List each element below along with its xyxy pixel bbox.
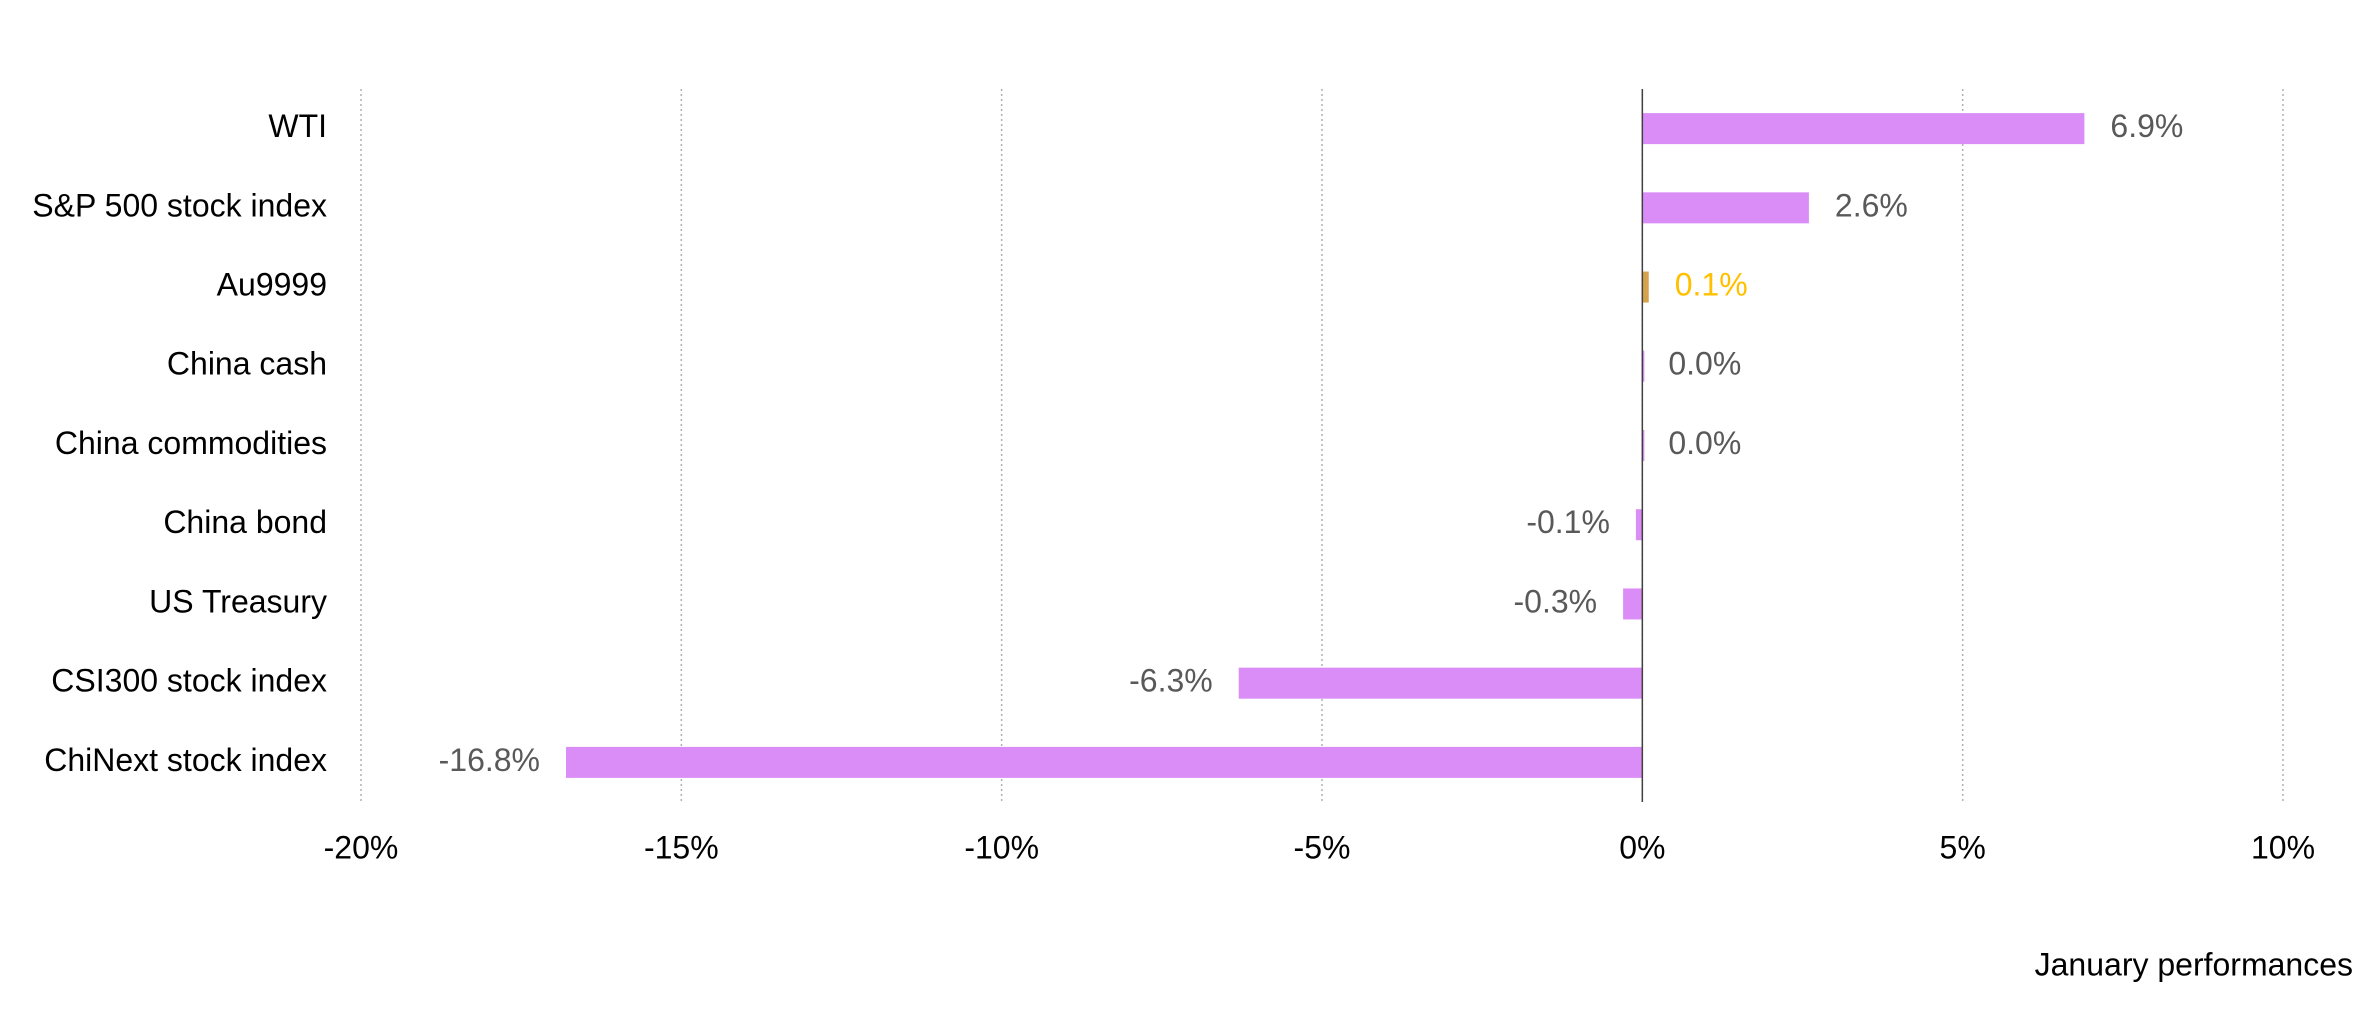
- y-tick-label: ChiNext stock index: [44, 742, 327, 778]
- y-tick-label: Au9999: [217, 267, 327, 303]
- bar: [1642, 350, 1645, 382]
- data-label: -0.3%: [1514, 583, 1598, 619]
- bar: [1635, 509, 1643, 541]
- y-tick-label: US Treasury: [149, 583, 327, 619]
- bar: [1623, 588, 1643, 620]
- y-tick-label: WTI: [268, 108, 327, 144]
- y-tick-label: CSI300 stock index: [51, 663, 327, 699]
- data-label: 6.9%: [2110, 108, 2183, 144]
- data-label: 0.1%: [1675, 267, 1748, 303]
- y-tick-label: China commodities: [55, 425, 327, 461]
- x-tick-label: 10%: [2251, 829, 2315, 865]
- x-tick-label: 5%: [1940, 829, 1986, 865]
- data-label: -0.1%: [1526, 504, 1610, 540]
- axis-title: January performances: [2035, 946, 2353, 982]
- x-tick-label: -10%: [964, 829, 1039, 865]
- bar: [566, 746, 1643, 778]
- y-tick-label: China cash: [167, 346, 327, 382]
- x-tick-label: -20%: [324, 829, 399, 865]
- data-label: 2.6%: [1835, 187, 1908, 223]
- data-label: -16.8%: [439, 742, 540, 778]
- x-tick-label: 0%: [1619, 829, 1665, 865]
- bar: [1642, 430, 1645, 461]
- y-tick-label: China bond: [163, 504, 327, 540]
- data-label: 0.0%: [1668, 346, 1741, 382]
- bar: [1238, 667, 1643, 699]
- bar: [1642, 113, 2085, 145]
- data-label: 0.0%: [1668, 425, 1741, 461]
- bar: [1642, 271, 1649, 303]
- y-tick-label: S&P 500 stock index: [32, 187, 327, 223]
- data-label: -6.3%: [1129, 663, 1213, 699]
- x-tick-label: -15%: [644, 829, 719, 865]
- bar: [1642, 192, 1809, 224]
- x-tick-label: -5%: [1294, 829, 1351, 865]
